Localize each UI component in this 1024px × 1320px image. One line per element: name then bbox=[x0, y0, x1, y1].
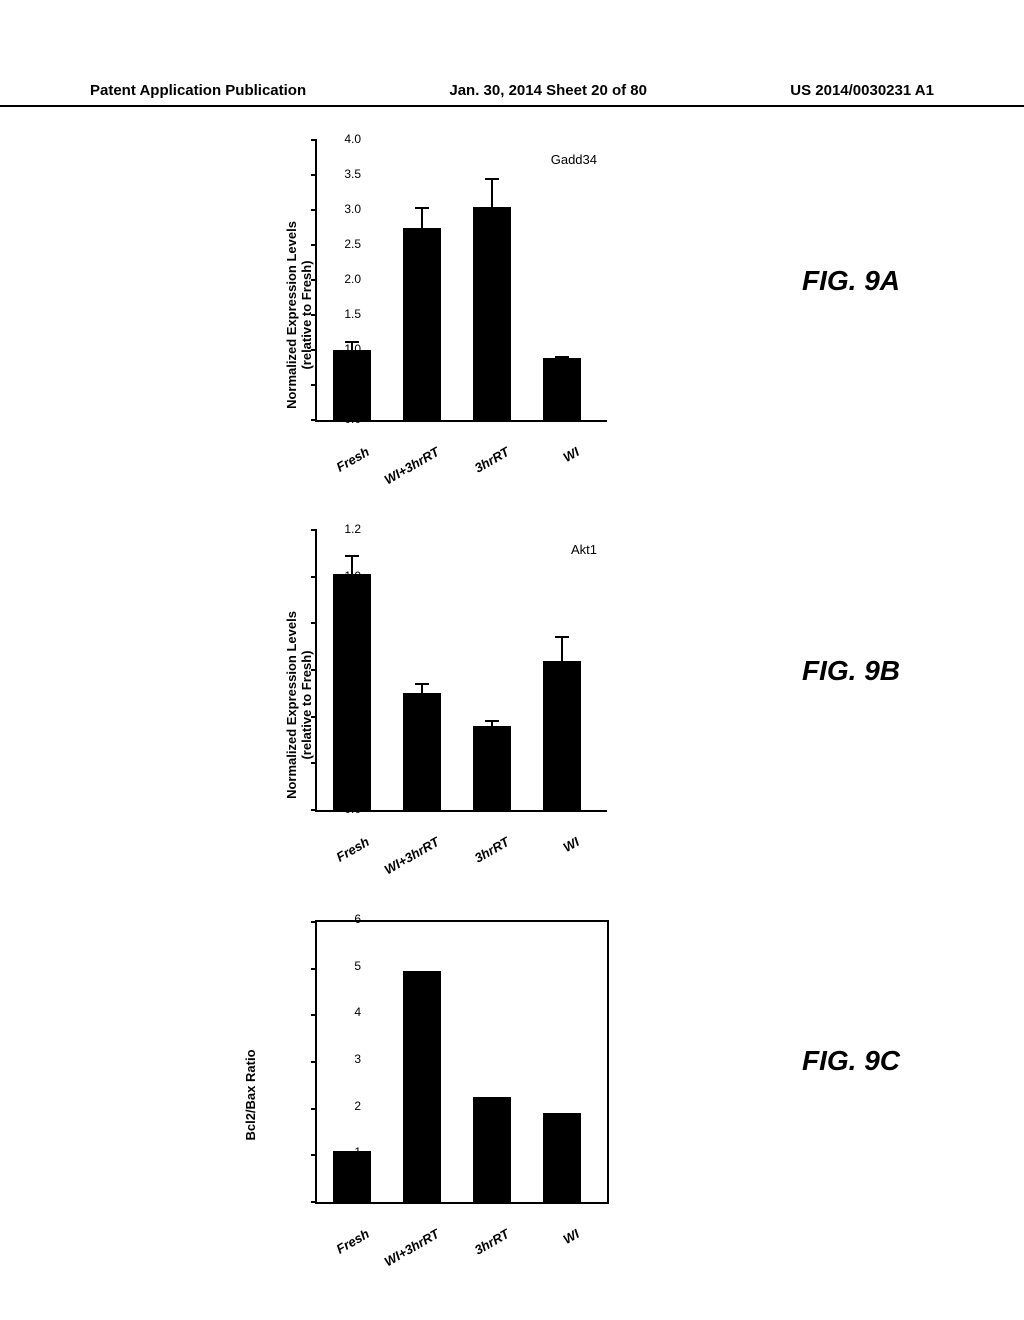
x-tick-label: 3hrRT bbox=[435, 444, 512, 497]
bar bbox=[543, 358, 581, 420]
header-left: Patent Application Publication bbox=[90, 82, 306, 99]
y-tick bbox=[311, 244, 317, 246]
y-tick bbox=[311, 1201, 317, 1203]
y-tick bbox=[311, 968, 317, 970]
y-tick bbox=[311, 174, 317, 176]
y-tick bbox=[311, 139, 317, 141]
error-bar bbox=[491, 179, 493, 207]
x-tick-label: 3hrRT bbox=[435, 834, 512, 887]
chart-row: FIG. 9CBcl2/Bax Ratio0123456FreshWI+3hrR… bbox=[195, 910, 895, 1280]
bar bbox=[333, 350, 371, 420]
y-tick bbox=[311, 1061, 317, 1063]
y-tick bbox=[311, 529, 317, 531]
header-mid: Jan. 30, 2014 Sheet 20 of 80 bbox=[449, 82, 647, 99]
bar-chart: Normalized Expression Levels(relative to… bbox=[275, 520, 615, 890]
bar bbox=[333, 574, 371, 810]
bar bbox=[473, 1097, 511, 1202]
error-bar bbox=[351, 342, 353, 350]
x-tick-label: Fresh bbox=[295, 1226, 372, 1279]
x-tick-label: Fresh bbox=[295, 834, 372, 887]
patent-header: Patent Application Publication Jan. 30, … bbox=[0, 82, 1024, 107]
figure-label: FIG. 9B bbox=[802, 655, 900, 687]
y-tick bbox=[311, 716, 317, 718]
chart-row: FIG. 9ANormalized Expression Levels(rela… bbox=[195, 130, 895, 500]
y-tick bbox=[311, 279, 317, 281]
bar-chart: Normalized Expression Levels(relative to… bbox=[275, 130, 615, 500]
bar bbox=[333, 1151, 371, 1202]
error-bar bbox=[421, 208, 423, 228]
y-tick bbox=[311, 209, 317, 211]
bar bbox=[473, 726, 511, 810]
error-cap bbox=[485, 178, 499, 180]
x-tick-label: 3hrRT bbox=[435, 1226, 512, 1279]
figure-label: FIG. 9A bbox=[802, 265, 900, 297]
y-tick bbox=[311, 576, 317, 578]
error-bar bbox=[561, 357, 563, 358]
x-tick-label: WI+3hrRT bbox=[365, 444, 442, 497]
bar bbox=[403, 228, 441, 421]
y-axis-label: Normalized Expression Levels(relative to… bbox=[284, 221, 314, 409]
bar bbox=[543, 1113, 581, 1202]
x-tick-label: WI bbox=[505, 1226, 582, 1279]
y-tick bbox=[311, 349, 317, 351]
x-tick-label: WI bbox=[505, 444, 582, 497]
x-tick-label: WI+3hrRT bbox=[365, 1226, 442, 1279]
y-tick bbox=[311, 809, 317, 811]
y-tick bbox=[311, 762, 317, 764]
error-cap bbox=[555, 636, 569, 638]
y-axis-label: Bcl2/Bax Ratio bbox=[243, 1049, 258, 1140]
error-cap bbox=[485, 720, 499, 722]
error-cap bbox=[345, 341, 359, 343]
y-tick bbox=[311, 314, 317, 316]
chart-row: FIG. 9BNormalized Expression Levels(rela… bbox=[195, 520, 895, 890]
bar-chart: Bcl2/Bax Ratio0123456FreshWI+3hrRT3hrRTW… bbox=[275, 910, 615, 1280]
error-bar bbox=[491, 721, 493, 726]
plot-area: FreshWI+3hrRT3hrRTWIAkt1 bbox=[315, 530, 607, 812]
charts-container: FIG. 9ANormalized Expression Levels(rela… bbox=[195, 130, 895, 1300]
y-tick bbox=[311, 1108, 317, 1110]
error-cap bbox=[415, 207, 429, 209]
y-tick bbox=[311, 669, 317, 671]
y-tick bbox=[311, 384, 317, 386]
chart-annotation: Gadd34 bbox=[551, 152, 597, 167]
error-bar bbox=[351, 556, 353, 575]
y-tick bbox=[311, 1154, 317, 1156]
error-bar bbox=[421, 684, 423, 693]
x-tick-label: WI bbox=[505, 834, 582, 887]
error-cap bbox=[415, 683, 429, 685]
header-right: US 2014/0030231 A1 bbox=[790, 82, 934, 99]
bar bbox=[543, 661, 581, 810]
bar bbox=[403, 693, 441, 810]
figure-label: FIG. 9C bbox=[802, 1045, 900, 1077]
bar bbox=[403, 971, 441, 1202]
chart-annotation: Akt1 bbox=[571, 542, 597, 557]
y-axis-label: Normalized Expression Levels(relative to… bbox=[284, 611, 314, 799]
y-tick bbox=[311, 419, 317, 421]
error-bar bbox=[561, 637, 563, 660]
y-tick bbox=[311, 1014, 317, 1016]
x-tick-label: WI+3hrRT bbox=[365, 834, 442, 887]
y-tick bbox=[311, 622, 317, 624]
x-tick-label: Fresh bbox=[295, 444, 372, 497]
plot-area: FreshWI+3hrRT3hrRTWIGadd34 bbox=[315, 140, 607, 422]
bar bbox=[473, 207, 511, 421]
plot-area: FreshWI+3hrRT3hrRTWI bbox=[315, 920, 609, 1204]
y-tick bbox=[311, 921, 317, 923]
error-cap bbox=[345, 555, 359, 557]
error-cap bbox=[555, 356, 569, 358]
